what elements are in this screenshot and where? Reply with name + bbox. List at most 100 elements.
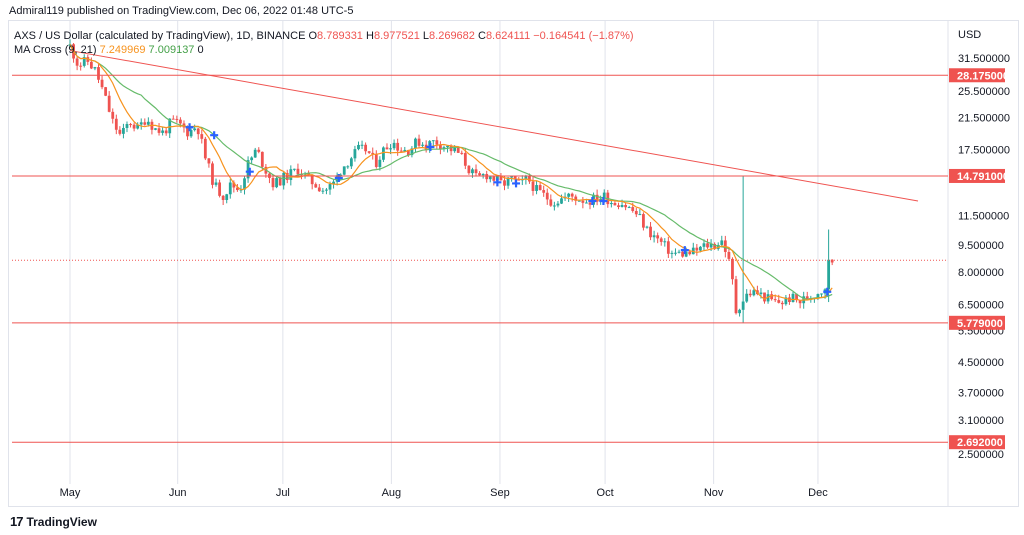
candle bbox=[300, 174, 303, 176]
ma-cross-marker bbox=[599, 197, 608, 206]
candle bbox=[257, 149, 261, 152]
candle bbox=[766, 294, 770, 302]
candle bbox=[752, 290, 756, 296]
candle bbox=[385, 147, 389, 150]
candle bbox=[321, 190, 325, 192]
candle bbox=[100, 79, 104, 88]
candle bbox=[435, 140, 439, 145]
candle bbox=[164, 130, 168, 134]
candle bbox=[770, 294, 774, 300]
candle bbox=[695, 247, 699, 251]
candle bbox=[784, 297, 788, 305]
candle bbox=[203, 138, 207, 159]
close-value: 8.624111 bbox=[485, 30, 531, 42]
candle bbox=[367, 151, 371, 153]
candle bbox=[513, 176, 517, 180]
candle bbox=[157, 128, 161, 133]
ma-cross-marker bbox=[185, 123, 194, 132]
candle bbox=[228, 182, 232, 195]
candle bbox=[463, 153, 467, 166]
candles-group bbox=[68, 39, 834, 323]
candle bbox=[442, 147, 446, 149]
low-value: 8.269682 bbox=[429, 30, 475, 42]
candle bbox=[111, 111, 115, 119]
ma-slow-line bbox=[69, 44, 833, 300]
candle bbox=[349, 158, 353, 167]
axis-currency-label: USD bbox=[958, 29, 981, 41]
tradingview-brand: TradingView bbox=[26, 514, 97, 529]
candle bbox=[431, 140, 435, 142]
candle bbox=[439, 144, 442, 149]
candle bbox=[570, 193, 574, 197]
ma-cross-marker bbox=[426, 143, 435, 152]
tradingview-logo-icon: 17 bbox=[10, 514, 24, 529]
level-price-tag-label: 28.175000 bbox=[957, 70, 1009, 82]
candle bbox=[763, 292, 766, 302]
price-tick-label: 3.100000 bbox=[958, 415, 1004, 427]
level-price-tag bbox=[949, 68, 1005, 83]
candle bbox=[292, 168, 296, 170]
month-tick-label: Jul bbox=[276, 487, 290, 499]
candle bbox=[378, 159, 382, 167]
candle bbox=[161, 130, 165, 133]
candle bbox=[129, 124, 132, 126]
candle bbox=[260, 151, 264, 167]
candle bbox=[132, 124, 136, 129]
candle bbox=[545, 192, 549, 200]
candle bbox=[816, 294, 820, 298]
candle bbox=[446, 145, 449, 148]
candle bbox=[346, 166, 350, 168]
candle bbox=[250, 157, 254, 161]
candle bbox=[79, 65, 83, 67]
candle bbox=[478, 173, 481, 176]
candle bbox=[506, 177, 510, 186]
indicator-legend[interactable]: MA Cross (9, 21) 7.249969 7.009137 0 bbox=[14, 44, 204, 56]
candle bbox=[727, 251, 731, 259]
plot-area bbox=[68, 39, 919, 323]
candle bbox=[146, 121, 150, 125]
candle bbox=[200, 134, 204, 139]
high-value: 8.977521 bbox=[373, 30, 420, 42]
ma-cross-marker bbox=[588, 197, 597, 206]
candle bbox=[364, 144, 368, 152]
level-price-tag bbox=[949, 435, 1005, 450]
price-tick-label: 6.500000 bbox=[958, 299, 1004, 311]
candle bbox=[196, 128, 200, 135]
candle bbox=[588, 202, 592, 205]
ma-cross-marker bbox=[210, 131, 219, 140]
candle bbox=[674, 252, 677, 254]
candle bbox=[699, 246, 702, 251]
candle bbox=[585, 202, 588, 204]
candle bbox=[332, 181, 335, 185]
candle bbox=[374, 154, 378, 167]
candle bbox=[449, 145, 453, 152]
candle bbox=[734, 279, 738, 314]
candle bbox=[645, 226, 649, 228]
candle bbox=[282, 172, 286, 186]
candle bbox=[225, 194, 229, 200]
candle bbox=[556, 203, 560, 206]
candle bbox=[659, 238, 663, 242]
candle bbox=[549, 199, 553, 206]
candle bbox=[503, 180, 506, 186]
candle bbox=[342, 166, 346, 175]
candle bbox=[681, 251, 684, 257]
price-tick-label: 3.700000 bbox=[958, 387, 1004, 399]
ma-cross-marker bbox=[334, 173, 343, 182]
candle bbox=[820, 293, 823, 295]
month-tick-label: Nov bbox=[704, 487, 724, 499]
candle bbox=[403, 149, 407, 152]
candle bbox=[417, 138, 421, 146]
candle bbox=[139, 122, 143, 125]
candle bbox=[524, 176, 528, 180]
candle bbox=[189, 130, 193, 137]
indicator-eye-icon[interactable]: 0 bbox=[197, 44, 204, 56]
candle bbox=[218, 182, 221, 196]
candle bbox=[232, 182, 236, 188]
ma-cross-marker bbox=[493, 178, 502, 187]
candle bbox=[310, 174, 314, 185]
candle bbox=[542, 190, 546, 193]
month-tick-label: Dec bbox=[808, 487, 828, 499]
candle bbox=[289, 169, 293, 181]
